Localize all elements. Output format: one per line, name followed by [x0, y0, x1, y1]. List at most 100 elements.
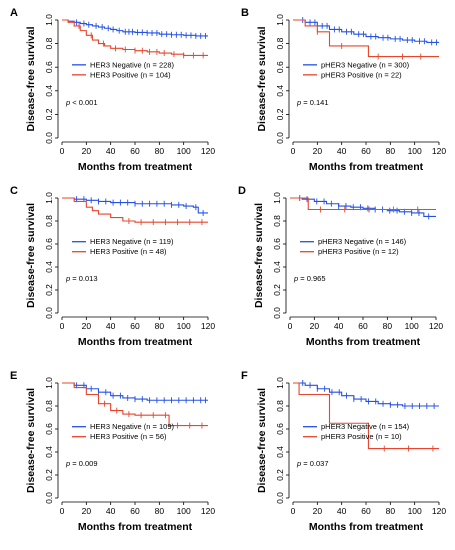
- y-tick-label: 1.0: [272, 192, 282, 204]
- y-tick-label: 1.0: [44, 377, 54, 389]
- y-tick-label: 0.0: [275, 132, 285, 144]
- p-value-text: = 0.965: [298, 274, 325, 283]
- p-value: p = 0.009: [65, 459, 98, 468]
- y-axis-title: Disease-free survival: [25, 203, 37, 308]
- y-tick-label: 0.8: [44, 37, 54, 49]
- p-value-text: < 0.001: [70, 98, 97, 107]
- x-axis-title: Months from treatment: [309, 161, 424, 173]
- p-value: p = 0.965: [293, 274, 326, 283]
- x-tick-label: 120: [201, 146, 215, 156]
- x-tick-label: 40: [106, 146, 116, 156]
- panel-f: F 0.0 0.2 0.4 0.6 0.8 1.0 0 20 40 60 80 100 120 Months…: [241, 370, 446, 533]
- legend-label: pHER3 Positive (n = 12): [318, 247, 399, 256]
- x-tick-label: 80: [155, 321, 165, 331]
- y-tick-label: 0.2: [275, 469, 285, 481]
- legend-label: HER3 Positive (n = 56): [90, 432, 167, 441]
- y-tick-label: 0.0: [44, 307, 54, 319]
- x-tick-label: 80: [386, 506, 396, 516]
- y-tick-label: 0.0: [275, 492, 285, 504]
- x-tick-label: 100: [408, 506, 422, 516]
- y-axis-title: Disease-free survival: [256, 388, 268, 493]
- x-tick-label: 40: [106, 321, 116, 331]
- legend-label: HER3 Negative (n = 228): [90, 60, 175, 69]
- x-tick-label: 20: [82, 321, 92, 331]
- y-tick-label: 0.8: [44, 215, 54, 227]
- p-value-symbol: p: [65, 274, 70, 283]
- x-tick-label: 0: [60, 146, 65, 156]
- legend-label: pHER3 Positive (n = 22): [321, 70, 402, 79]
- y-tick-label: 0.8: [275, 400, 285, 412]
- y-tick-label: 1.0: [44, 14, 54, 26]
- x-tick-label: 0: [291, 506, 296, 516]
- y-tick-label: 0.6: [44, 238, 54, 250]
- panel-b: B 0.0 0.2 0.4 0.6 0.8 1.0 0 20 40 60 80 100 120 Months…: [241, 7, 446, 173]
- y-tick-label: 0.2: [44, 469, 54, 481]
- x-tick-label: 0: [291, 146, 296, 156]
- y-tick-label: 0.4: [272, 261, 282, 273]
- survival-curve-negative: [62, 382, 208, 401]
- y-tick-label: 0.2: [44, 284, 54, 296]
- x-tick-label: 120: [432, 506, 446, 516]
- x-tick-label: 40: [337, 506, 347, 516]
- y-tick-label: 0.4: [275, 85, 285, 97]
- x-tick-label: 80: [383, 321, 393, 331]
- p-value: p = 0.013: [65, 274, 98, 283]
- y-tick-label: 0.0: [272, 307, 282, 319]
- panel-letter: A: [10, 7, 18, 19]
- panel-c: C 0.0 0.2 0.4 0.6 0.8 1.0 0 20 40 60 80 100 120 Months…: [10, 185, 215, 348]
- x-tick-label: 120: [201, 506, 215, 516]
- x-axis-title: Months from treatment: [78, 521, 193, 533]
- y-tick-label: 0.6: [44, 61, 54, 73]
- y-tick-label: 0.2: [275, 108, 285, 120]
- survival-curve-positive: [293, 382, 439, 450]
- survival-curve-positive: [290, 197, 436, 211]
- y-tick-label: 0.4: [44, 261, 54, 273]
- legend-label: HER3 Negative (n = 109): [90, 422, 175, 431]
- legend-label: pHER3 Negative (n = 154): [321, 422, 410, 431]
- x-tick-label: 80: [386, 146, 396, 156]
- legend-label: HER3 Negative (n = 119): [90, 237, 174, 246]
- x-tick-label: 20: [310, 321, 320, 331]
- x-tick-label: 120: [201, 321, 215, 331]
- x-tick-label: 60: [130, 321, 140, 331]
- panel-a: A 0.0 0.2 0.4 0.6 0.8 1.0 0 20 40 60 80 100 120 Months…: [10, 7, 215, 173]
- survival-curve-positive: [293, 19, 439, 58]
- x-tick-label: 40: [337, 146, 347, 156]
- x-tick-label: 0: [288, 321, 293, 331]
- x-tick-label: 80: [155, 146, 165, 156]
- panel-letter: B: [241, 7, 249, 19]
- y-tick-label: 0.6: [272, 238, 282, 250]
- p-value-text: = 0.009: [70, 459, 97, 468]
- y-tick-label: 0.2: [44, 108, 54, 120]
- y-tick-label: 0.4: [44, 446, 54, 458]
- x-tick-label: 120: [429, 321, 443, 331]
- legend-label: HER3 Positive (n = 48): [90, 247, 167, 256]
- legend-label: pHER3 Positive (n = 10): [321, 432, 402, 441]
- x-tick-label: 100: [177, 321, 191, 331]
- panel-letter: E: [10, 370, 17, 382]
- y-tick-label: 0.8: [272, 215, 282, 227]
- survival-curve-negative: [290, 197, 436, 217]
- x-tick-label: 40: [334, 321, 344, 331]
- y-tick-label: 1.0: [275, 377, 285, 389]
- y-tick-label: 0.6: [275, 61, 285, 73]
- x-tick-label: 100: [177, 146, 191, 156]
- x-tick-label: 100: [177, 506, 191, 516]
- y-tick-label: 0.6: [44, 423, 54, 435]
- p-value-symbol: p: [293, 274, 298, 283]
- legend-label: pHER3 Negative (n = 300): [321, 60, 410, 69]
- x-tick-label: 60: [130, 146, 140, 156]
- x-tick-label: 80: [155, 506, 165, 516]
- survival-curve-negative: [293, 19, 439, 43]
- p-value-symbol: p: [296, 459, 301, 468]
- x-tick-label: 40: [106, 506, 116, 516]
- x-axis-title: Months from treatment: [306, 336, 421, 348]
- x-tick-label: 0: [60, 506, 65, 516]
- y-tick-label: 0.8: [44, 400, 54, 412]
- p-value-text: = 0.037: [301, 459, 328, 468]
- p-value-text: = 0.013: [70, 274, 97, 283]
- p-value: p = 0.141: [296, 98, 329, 107]
- y-axis-title: Disease-free survival: [25, 26, 37, 131]
- p-value: p = 0.037: [296, 459, 329, 468]
- p-value-symbol: p: [296, 98, 301, 107]
